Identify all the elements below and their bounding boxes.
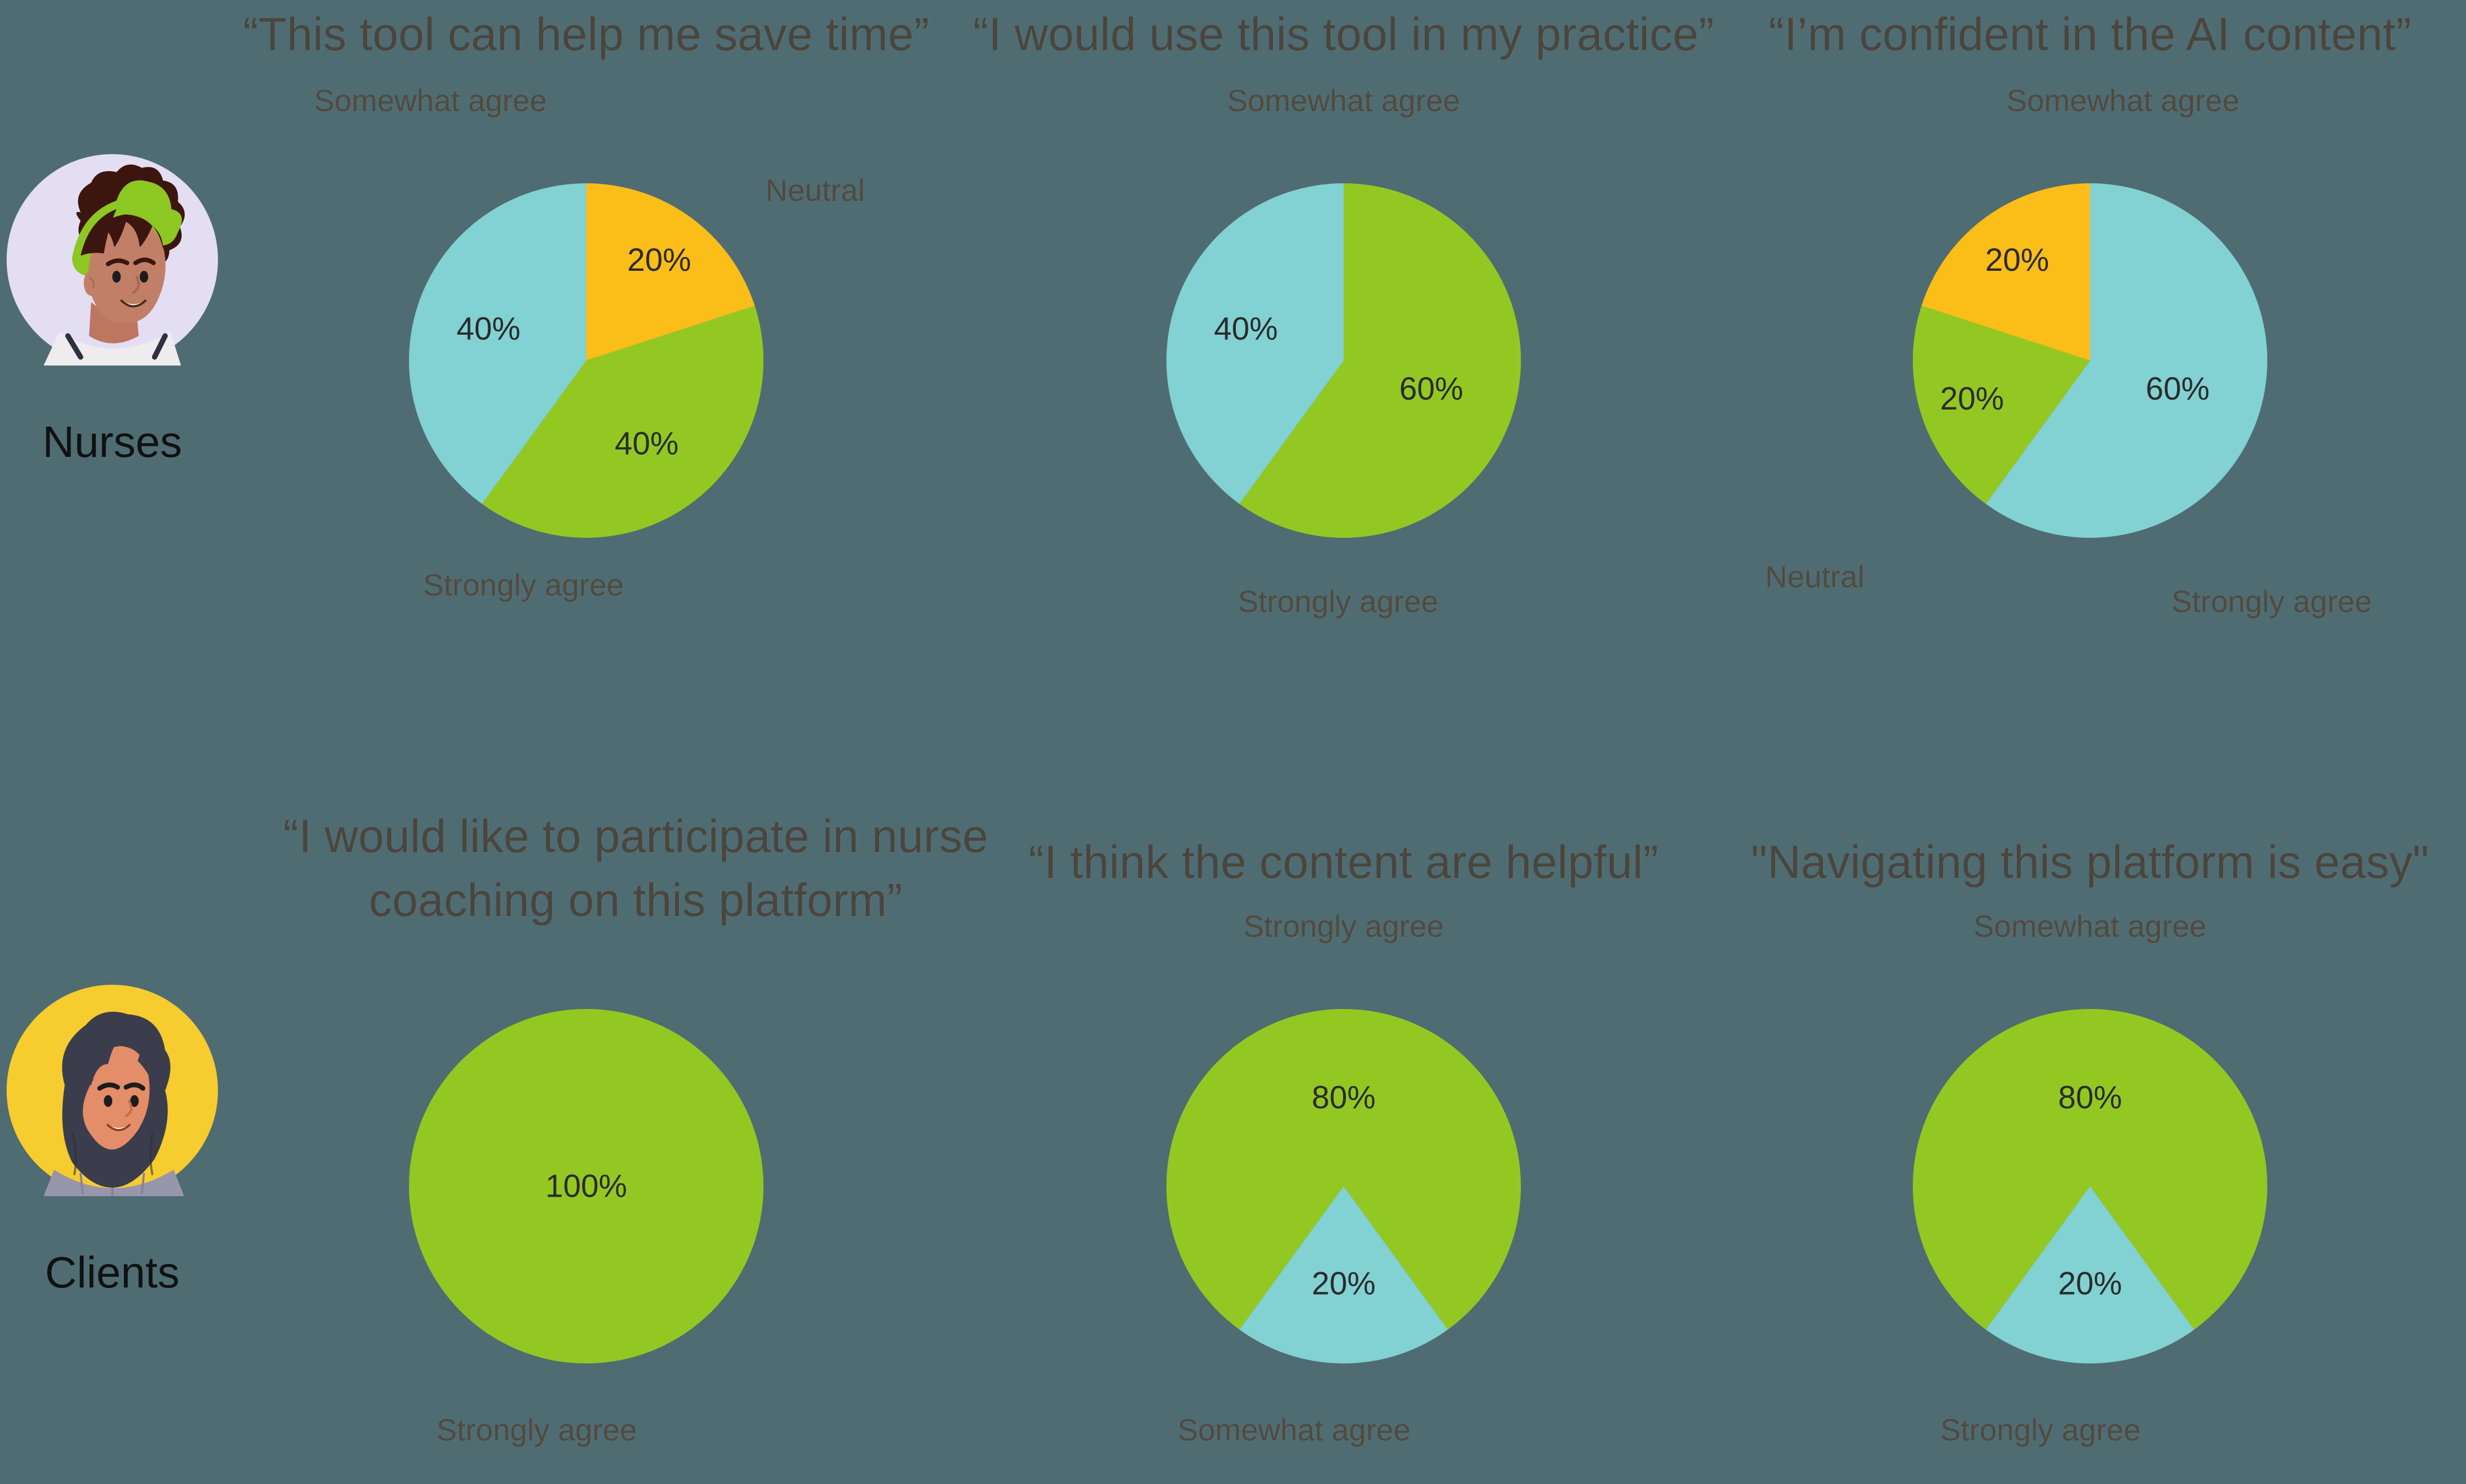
svg-text:40%: 40% (1214, 311, 1278, 347)
svg-text:20%: 20% (1312, 1266, 1376, 1302)
svg-text:60%: 60% (2146, 371, 2209, 407)
svg-text:20%: 20% (1985, 242, 2049, 278)
svg-text:20%: 20% (1940, 381, 2004, 417)
svg-text:80%: 80% (1312, 1080, 1376, 1116)
svg-text:100%: 100% (545, 1169, 627, 1204)
svg-text:80%: 80% (2058, 1080, 2122, 1116)
svg-text:20%: 20% (627, 242, 691, 278)
svg-text:20%: 20% (2058, 1266, 2122, 1302)
svg-text:60%: 60% (1399, 371, 1463, 407)
svg-text:40%: 40% (615, 426, 679, 462)
svg-text:40%: 40% (456, 311, 520, 347)
